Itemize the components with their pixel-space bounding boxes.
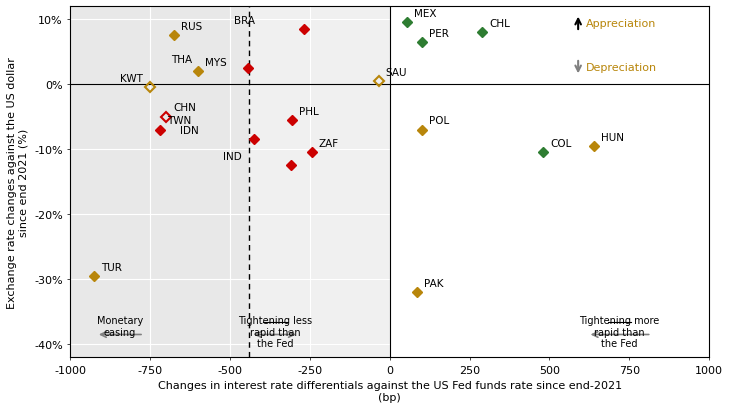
Text: PER: PER bbox=[429, 29, 448, 38]
Text: IND: IND bbox=[223, 152, 242, 162]
Text: THA: THA bbox=[171, 54, 192, 65]
Text: TWN: TWN bbox=[167, 116, 191, 126]
Text: COL: COL bbox=[550, 139, 572, 149]
Text: RUS: RUS bbox=[181, 22, 202, 32]
Text: BRA: BRA bbox=[234, 16, 255, 25]
Text: Monetary
easing: Monetary easing bbox=[97, 315, 143, 337]
Text: Depreciation: Depreciation bbox=[586, 63, 657, 73]
Bar bbox=[71, 7, 249, 357]
Text: POL: POL bbox=[429, 116, 449, 126]
Text: CHN: CHN bbox=[173, 103, 196, 113]
Y-axis label: Exchange rate changes against the US dollar
since end 2021 (%): Exchange rate changes against the US dol… bbox=[7, 56, 28, 308]
Text: MEX: MEX bbox=[415, 9, 437, 19]
Text: KWT: KWT bbox=[120, 74, 143, 84]
Text: Tightening more
rapid than
the Fed: Tightening more rapid than the Fed bbox=[580, 315, 660, 348]
Text: Tightening less
rapid than
the Fed: Tightening less rapid than the Fed bbox=[238, 315, 312, 348]
Text: IDN: IDN bbox=[180, 126, 199, 136]
Text: Appreciation: Appreciation bbox=[586, 19, 656, 29]
Text: ZAF: ZAF bbox=[318, 139, 339, 149]
Text: SAU: SAU bbox=[385, 67, 407, 77]
Text: PAK: PAK bbox=[424, 279, 443, 288]
Text: CHL: CHL bbox=[489, 19, 510, 29]
Text: MYS: MYS bbox=[205, 58, 227, 67]
Text: PHL: PHL bbox=[299, 106, 319, 116]
X-axis label: Changes in interest rate differentials against the US Fed funds rate since end-2: Changes in interest rate differentials a… bbox=[158, 380, 622, 402]
Bar bbox=[390, 7, 709, 357]
Bar bbox=[249, 7, 390, 357]
Text: TUR: TUR bbox=[101, 262, 122, 272]
Text: HUN: HUN bbox=[601, 133, 624, 142]
